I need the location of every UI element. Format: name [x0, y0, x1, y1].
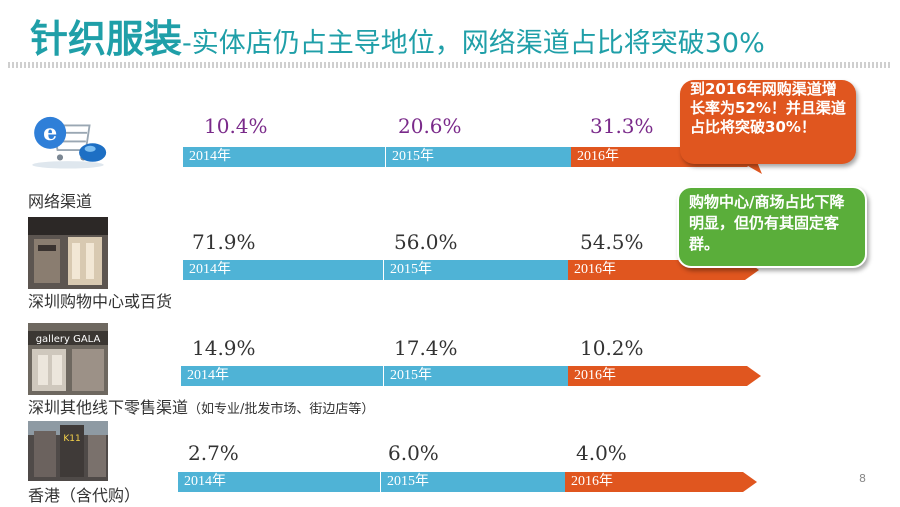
hongkong-street-photo: K11 [28, 421, 108, 481]
title-sub: -实体店仍占主导地位，网络渠道占比将突破30% [182, 28, 765, 59]
year-segment-2016: 2016年 [568, 366, 747, 386]
slide-title: 针织服装-实体店仍占主导地位，网络渠道占比将突破30% [30, 8, 765, 62]
value-2014: 2.7% [188, 441, 239, 465]
page-number: 8 [859, 472, 866, 485]
value-2014: 10.4% [204, 114, 268, 138]
value-2015: 17.4% [394, 336, 458, 360]
arrow-head [743, 472, 757, 492]
callout-online-growth: 到2016年网购渠道增长率为52%！并且渠道占比将突破30%！ [680, 80, 856, 164]
year-segment-2015: 2015年 [383, 260, 568, 280]
row-offline-other: gallery GALA 深圳其他线下零售渠道（如专业/批发市场、街边店等） 1… [0, 320, 900, 420]
svg-text:gallery GALA: gallery GALA [36, 334, 101, 345]
row-label: 深圳购物中心或百货 [28, 292, 173, 311]
ecommerce-icon: e [32, 116, 107, 169]
row-label: 深圳其他线下零售渠道（如专业/批发市场、街边店等） [28, 398, 375, 417]
year-segment-2015: 2015年 [385, 147, 571, 167]
year-segment-2016: 2016年 [565, 472, 743, 492]
storefront-photo: gallery GALA [28, 323, 108, 395]
svg-text:K11: K11 [63, 434, 80, 444]
callout-mall-decline: 购物中心/商场占比下降明显，但仍有其固定客群。 [677, 186, 867, 268]
value-2016: 31.3% [590, 114, 654, 138]
value-2014: 14.9% [192, 336, 256, 360]
mall-photo [28, 217, 108, 289]
year-segment-2014: 2014年 [183, 147, 385, 167]
svg-text:e: e [43, 120, 57, 146]
title-divider [8, 62, 892, 68]
value-2015: 56.0% [394, 230, 458, 254]
value-2016: 10.2% [580, 336, 644, 360]
year-segment-2014: 2014年 [181, 366, 383, 386]
year-segment-2014: 2014年 [178, 472, 380, 492]
row-label: 网络渠道 [28, 192, 93, 211]
value-2014: 71.9% [192, 230, 256, 254]
row-label: 香港（含代购） [28, 486, 141, 505]
row-label-note: （如专业/批发市场、街边店等） [188, 402, 375, 417]
value-2015: 6.0% [388, 441, 439, 465]
year-segment-2015: 2015年 [380, 472, 565, 492]
row-online: e 网络渠道 10.4% 20.6% 31.3% 2014年 2015年 201… [0, 80, 900, 211]
value-2016: 54.5% [580, 230, 644, 254]
row-hongkong: K11 香港（含代购） 2.7% 6.0% 4.0% 2014年 2015年 2… [0, 420, 900, 507]
arrow-head [747, 366, 761, 386]
value-2015: 20.6% [398, 114, 462, 138]
row-malls: 深圳购物中心或百货 71.9% 56.0% 54.5% 2014年 2015年 … [0, 212, 900, 316]
year-segment-2014: 2014年 [183, 260, 383, 280]
year-segment-2015: 2015年 [383, 366, 568, 386]
value-2016: 4.0% [576, 441, 627, 465]
title-main: 针织服装 [30, 17, 183, 61]
